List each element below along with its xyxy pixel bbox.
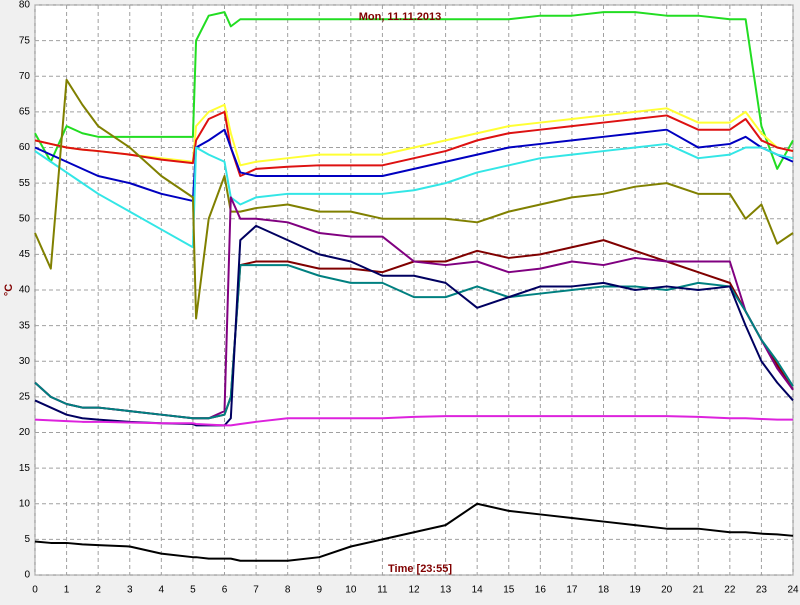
- x-tick-label: 0: [32, 585, 38, 596]
- x-tick-label: 2: [95, 585, 101, 596]
- y-tick-label: 60: [19, 142, 31, 153]
- y-axis-label: °C: [3, 284, 15, 296]
- y-tick-label: 50: [19, 213, 31, 224]
- y-tick-label: 45: [19, 249, 31, 260]
- x-tick-label: 18: [598, 585, 610, 596]
- x-tick-label: 20: [661, 585, 673, 596]
- y-tick-label: 20: [19, 427, 31, 438]
- series-line: [34, 78, 794, 320]
- x-tick-label: 4: [159, 585, 165, 596]
- x-tick-label: 15: [503, 585, 515, 596]
- y-tick-label: 65: [19, 107, 31, 118]
- x-tick-label: 24: [787, 585, 799, 596]
- x-tick-label: 16: [535, 585, 547, 596]
- y-tick-label: 10: [19, 498, 31, 509]
- y-tick-label: 25: [19, 392, 31, 403]
- series-line: [34, 11, 794, 170]
- y-tick-label: 0: [24, 570, 30, 581]
- x-tick-label: 9: [316, 585, 322, 596]
- series-line: [34, 415, 793, 427]
- x-tick-label: 21: [693, 585, 705, 596]
- y-tick-label: 40: [19, 285, 31, 296]
- x-tick-label: 12: [408, 585, 420, 596]
- y-tick-label: 75: [19, 35, 31, 46]
- x-tick-label: 17: [566, 585, 578, 596]
- y-tick-label: 15: [19, 463, 31, 474]
- y-tick-label: 35: [19, 320, 31, 331]
- series-line: [34, 128, 794, 202]
- lines: [34, 11, 794, 562]
- x-tick-label: 19: [630, 585, 642, 596]
- x-tick-label: 10: [345, 585, 357, 596]
- x-tick-label: 23: [756, 585, 768, 596]
- x-tick-label: 3: [127, 585, 133, 596]
- y-tick-label: 5: [24, 534, 30, 545]
- x-tick-label: 11: [377, 585, 388, 596]
- x-tick-label: 5: [190, 585, 196, 596]
- x-tick-label: 22: [724, 585, 736, 596]
- series-line: [34, 502, 794, 562]
- y-tick-label: 30: [19, 356, 31, 367]
- x-tick-label: 14: [472, 585, 484, 596]
- x-tick-label: 13: [440, 585, 452, 596]
- x-tick-label: 1: [64, 585, 70, 596]
- grid: [34, 4, 794, 576]
- x-tick-label: 8: [285, 585, 291, 596]
- x-tick-label: 7: [253, 585, 259, 596]
- chart-title: Mon, 11.11.2013: [359, 11, 442, 23]
- x-axis-label: Time [23:55]: [388, 563, 452, 575]
- y-tick-label: 70: [19, 71, 31, 82]
- series-line: [34, 142, 794, 249]
- y-tick-label: 80: [19, 0, 31, 11]
- series-line: [34, 264, 794, 420]
- x-tick-label: 6: [222, 585, 228, 596]
- y-tick-label: 55: [19, 178, 31, 189]
